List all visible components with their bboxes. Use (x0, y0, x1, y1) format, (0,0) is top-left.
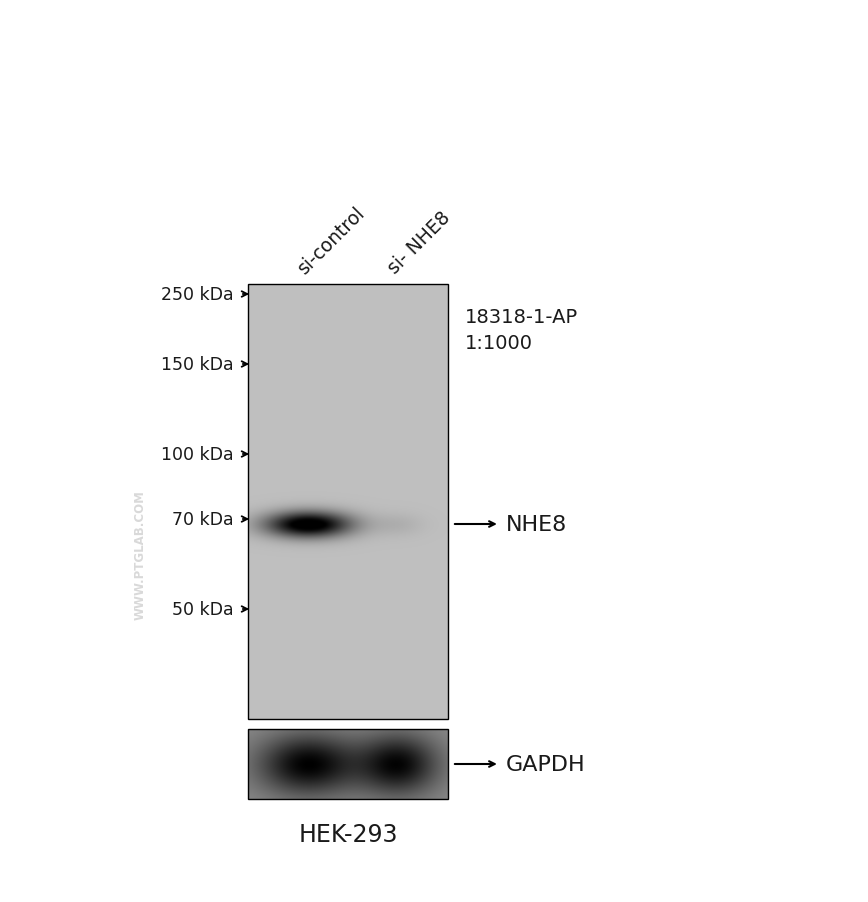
Text: NHE8: NHE8 (506, 514, 567, 534)
Text: 70 kDa: 70 kDa (172, 511, 233, 529)
Text: si-control: si-control (294, 203, 369, 278)
Bar (248, 729, 448, 799)
Text: 250 kDa: 250 kDa (161, 286, 233, 304)
Text: si- NHE8: si- NHE8 (385, 208, 454, 278)
Text: GAPDH: GAPDH (506, 754, 585, 774)
Text: 18318-1-AP
1:1000: 18318-1-AP 1:1000 (465, 308, 578, 353)
Text: 150 kDa: 150 kDa (161, 355, 233, 373)
Bar (248, 285, 448, 719)
Text: HEK-293: HEK-293 (299, 822, 398, 846)
Text: 50 kDa: 50 kDa (172, 601, 233, 618)
Text: WWW.PTGLAB.COM: WWW.PTGLAB.COM (134, 490, 147, 620)
Text: 100 kDa: 100 kDa (161, 446, 233, 464)
